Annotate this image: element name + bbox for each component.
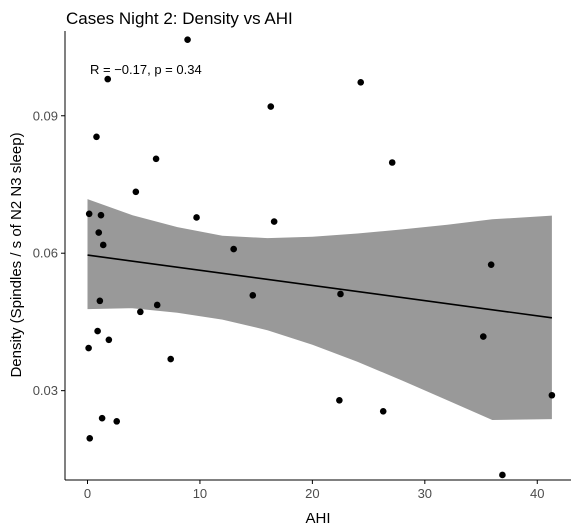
x-tick-label: 30	[418, 486, 432, 501]
data-point	[97, 211, 105, 219]
data-point	[95, 229, 103, 236]
chart-title: Cases Night 2: Density vs AHI	[66, 9, 293, 28]
confidence-band	[87, 199, 552, 420]
data-point	[548, 391, 556, 399]
x-tick-label: 10	[193, 486, 207, 501]
data-point	[230, 245, 237, 253]
data-point	[94, 327, 101, 335]
data-point	[479, 333, 487, 340]
data-point	[98, 414, 106, 422]
data-point	[270, 218, 278, 225]
data-point	[153, 301, 161, 309]
data-point	[96, 297, 104, 305]
data-point	[357, 79, 365, 86]
data-point	[249, 292, 257, 299]
plot-area	[85, 36, 556, 479]
data-point	[184, 36, 191, 44]
x-tick-label: 20	[305, 486, 319, 501]
y-ticks: 0.03 0.06 0.09	[33, 108, 65, 398]
data-point	[85, 344, 92, 352]
x-axis-title: AHI	[305, 510, 330, 527]
data-point	[105, 336, 113, 344]
data-points-layer	[85, 36, 556, 479]
regression-line-layer	[87, 254, 552, 319]
data-point	[113, 418, 121, 425]
x-ticks: 0 10 20 30 40	[84, 480, 545, 501]
y-tick-label: 0.09	[33, 108, 58, 123]
data-point	[167, 355, 174, 363]
data-point	[336, 396, 343, 404]
data-point	[104, 75, 112, 83]
data-point	[86, 435, 94, 442]
data-point	[93, 133, 100, 141]
confidence-band-layer	[87, 199, 552, 420]
axes: 0 10 20 30 40 0.03 0.06 0.09	[33, 31, 571, 501]
regression-line	[87, 254, 552, 319]
y-tick-label: 0.03	[33, 383, 58, 398]
data-point	[85, 210, 93, 218]
data-point	[499, 471, 506, 479]
data-point	[487, 261, 495, 268]
x-tick-label: 40	[530, 486, 544, 501]
data-point	[99, 241, 107, 249]
data-point	[132, 188, 140, 196]
data-point	[267, 103, 275, 110]
data-point	[337, 290, 344, 298]
data-point	[137, 308, 144, 316]
data-point	[193, 214, 200, 221]
data-point	[152, 155, 160, 163]
y-tick-label: 0.06	[33, 246, 58, 261]
correlation-annotation: R = −0.17, p = 0.34	[90, 62, 202, 77]
data-point	[388, 159, 396, 166]
x-tick-label: 0	[84, 486, 91, 501]
data-point	[379, 407, 387, 415]
y-axis-title: Density (Spindles / s of N2 N3 sleep)	[8, 132, 25, 377]
